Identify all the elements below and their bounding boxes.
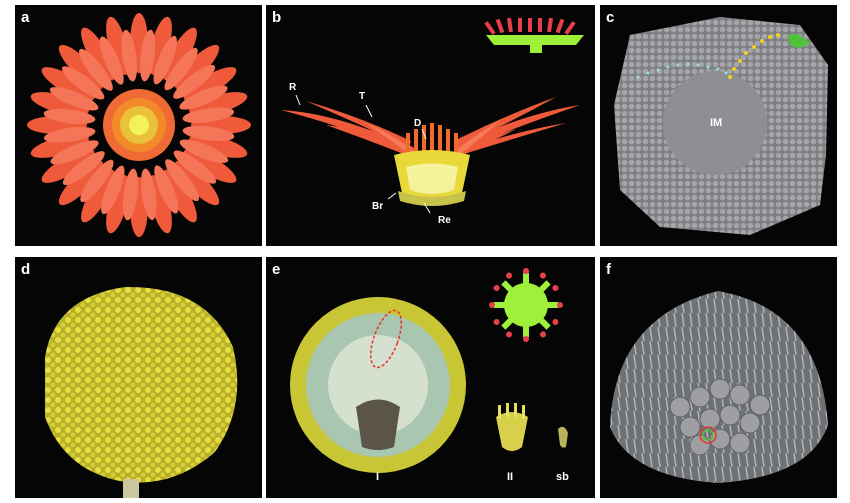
panel-label: e — [272, 261, 281, 278]
panel-b: b R T D Br Re — [266, 5, 595, 246]
panel-label: c — [606, 9, 615, 26]
sem-inflorescence-meristem — [614, 17, 828, 235]
flower-photo — [27, 13, 251, 237]
annotation-disc-floret: D — [414, 118, 422, 129]
annotation-ray-floret: R — [289, 82, 297, 93]
annotation-receptacle: Re — [438, 215, 451, 226]
annotation-II: II — [507, 471, 514, 483]
panel-label: f — [606, 261, 611, 278]
panel-d: d — [15, 257, 262, 498]
panel-label: d — [21, 261, 31, 278]
annotation-bract: Br — [372, 201, 384, 212]
yellow-capitulum — [45, 286, 238, 498]
receptacle-schematic — [290, 268, 568, 473]
panel-label: a — [21, 9, 30, 26]
annotation-I: I — [376, 471, 380, 483]
panel-e: e I II sb — [266, 257, 595, 498]
flower-cross-section — [281, 17, 584, 214]
panel-a: a — [15, 5, 262, 246]
panel-label: b — [272, 9, 282, 26]
annotation-inflorescence-meristem: IM — [710, 117, 723, 129]
sem-floret-primordia — [610, 291, 828, 483]
panel-c: c IM — [600, 5, 837, 246]
annotation-sb: sb — [556, 471, 569, 483]
panel-f: f — [600, 257, 837, 498]
receptacle-schematic-side — [484, 17, 584, 53]
annotation-trans-floret: T — [359, 91, 366, 102]
